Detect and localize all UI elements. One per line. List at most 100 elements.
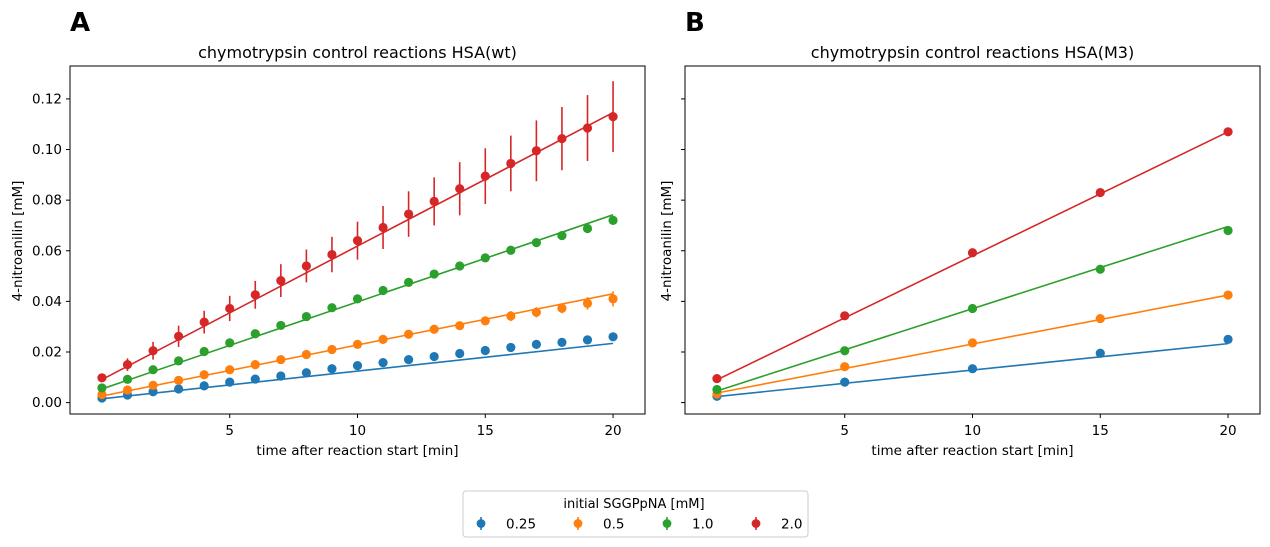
data-point [506, 342, 516, 353]
plot-area-b [712, 127, 1233, 401]
data-point [225, 303, 235, 314]
data-point [531, 339, 541, 349]
x-tick-label: 10 [964, 423, 981, 439]
data-point [557, 337, 567, 347]
data-point [378, 285, 388, 296]
data-point [557, 134, 567, 144]
data-point [327, 364, 337, 374]
data-point [608, 112, 618, 122]
data-point [1095, 264, 1105, 274]
legend-label: 2.0 [781, 517, 802, 533]
legend-label: 0.25 [506, 517, 536, 533]
data-point [506, 158, 516, 169]
data-point [327, 249, 337, 260]
data-point [276, 320, 286, 331]
data-point [840, 311, 850, 321]
x-tick-label: 20 [1219, 423, 1236, 439]
series-1.0 [712, 225, 1233, 395]
data-point [225, 377, 235, 387]
data-point [429, 324, 439, 334]
data-point [148, 346, 158, 356]
x-axis-label-a: time after reaction start [min] [256, 443, 458, 459]
data-point [378, 222, 388, 233]
data-point [480, 253, 490, 263]
legend-marker [476, 519, 486, 528]
series-0.5 [97, 291, 618, 400]
data-point [301, 368, 311, 378]
data-point [276, 354, 286, 365]
x-tick-label: 5 [225, 423, 234, 439]
y-tick-label: 0.02 [32, 344, 62, 360]
data-point [327, 303, 337, 313]
data-point [712, 384, 722, 395]
y-tick-label: 0.00 [32, 395, 62, 411]
data-point [199, 346, 209, 357]
legend-title: initial SGGPpNA [mM] [563, 497, 704, 512]
data-point [404, 277, 414, 287]
y-tick-label: 0.10 [32, 142, 62, 158]
data-point [1095, 348, 1105, 358]
legend-marker [662, 519, 672, 528]
legend-marker [573, 519, 583, 528]
y-tick-label: 0.12 [32, 91, 62, 107]
data-point [148, 380, 158, 391]
data-point [967, 303, 978, 314]
legend-frame [462, 490, 809, 538]
y-axis-label-b: 4-nitroanilin [mM] [659, 181, 675, 302]
x-tick-label: 15 [1092, 423, 1109, 439]
data-point [429, 196, 439, 207]
data-point [97, 373, 107, 383]
data-point [225, 365, 235, 375]
data-point [967, 338, 978, 348]
data-point [122, 360, 133, 370]
data-point [582, 335, 593, 345]
axis-ticks-b: 5 10 15 20 [681, 98, 1237, 439]
data-point [506, 245, 516, 255]
legend-marker [751, 519, 761, 528]
data-point [429, 351, 439, 362]
x-axis-label-b: time after reaction start [min] [871, 443, 1073, 459]
data-point [122, 374, 133, 384]
data-point [301, 311, 311, 322]
data-point [531, 238, 541, 248]
data-point [506, 311, 516, 321]
data-point [97, 389, 107, 400]
data-point [276, 371, 286, 381]
fit-line [101, 342, 614, 400]
data-point [455, 261, 465, 271]
legend-label: 1.0 [692, 517, 713, 533]
data-point [378, 358, 388, 368]
data-point [352, 361, 363, 371]
y-tick-label: 0.06 [32, 243, 62, 259]
data-point [480, 316, 490, 326]
data-point [557, 230, 567, 241]
data-point [404, 354, 414, 365]
data-point [582, 123, 593, 133]
data-point [250, 290, 260, 300]
panel-label-a: A [70, 8, 90, 38]
data-point [148, 365, 158, 375]
data-point [840, 346, 850, 356]
x-tick-label: 10 [349, 423, 366, 439]
plot-frame-a [69, 65, 646, 415]
data-point [840, 362, 850, 372]
data-point [276, 276, 286, 286]
data-point [378, 334, 388, 344]
data-point [582, 298, 593, 308]
legend-entry-2.0: 2.0 [751, 517, 802, 533]
data-point [608, 332, 618, 342]
data-point [531, 307, 541, 317]
data-point [250, 360, 260, 370]
data-point [967, 248, 978, 258]
data-point [352, 339, 363, 349]
chart-title-a: chymotrypsin control reactions HSA(wt) [198, 43, 517, 62]
data-point [352, 236, 363, 246]
axis-ticks-a: 5 10 15 20 0.00 0.02 0.04 0.06 0.08 0.10 0.12 [32, 91, 622, 439]
data-point [712, 373, 722, 384]
data-point [531, 146, 541, 156]
plot-area-a [97, 81, 618, 403]
data-point [301, 349, 311, 360]
data-point [174, 356, 184, 366]
plot-frame-b [684, 65, 1261, 415]
